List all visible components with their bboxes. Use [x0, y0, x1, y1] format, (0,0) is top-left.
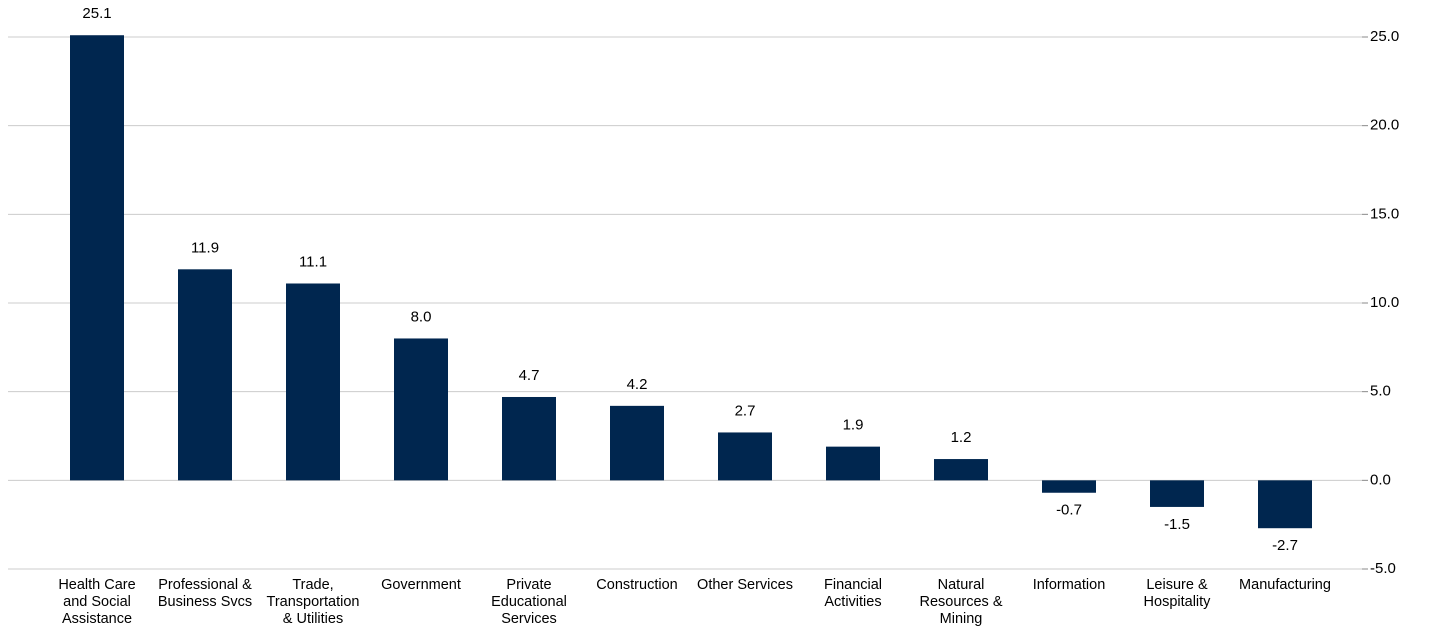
y-tick-label: 20.0 — [1370, 117, 1399, 134]
y-tick-label: 5.0 — [1370, 383, 1391, 400]
value-label: 4.2 — [627, 376, 648, 393]
value-label: 1.2 — [951, 429, 972, 446]
bar — [1150, 480, 1204, 507]
x-tick-label: Government — [381, 577, 461, 593]
y-tick-label: 15.0 — [1370, 205, 1399, 222]
value-label: -1.5 — [1164, 516, 1190, 533]
x-tick-label: Information — [1032, 577, 1106, 593]
value-label: -0.7 — [1056, 502, 1082, 519]
value-label: 11.1 — [299, 253, 327, 270]
bar — [286, 283, 340, 481]
x-tick-label: Professional & Business Svcs — [157, 577, 253, 610]
value-label: 2.7 — [735, 402, 756, 419]
x-tick-label: Leisure & Hospitality — [1143, 577, 1211, 610]
bar — [826, 446, 880, 481]
x-tick-label: Natural Resources & Mining — [919, 577, 1003, 627]
bar — [1042, 480, 1096, 493]
bar — [934, 459, 988, 481]
y-tick-label: -5.0 — [1370, 560, 1396, 577]
x-tick-label: Private Educational Services — [491, 577, 567, 627]
bar — [610, 405, 664, 481]
bar — [718, 432, 772, 481]
y-tick-label: 0.0 — [1370, 471, 1391, 488]
bar — [502, 396, 556, 481]
bar — [178, 269, 232, 481]
value-label: 8.0 — [411, 308, 432, 325]
value-label: 1.9 — [843, 417, 864, 434]
x-tick-label: Health Care and Social Assistance — [58, 577, 136, 627]
y-tick-label: 10.0 — [1370, 294, 1399, 311]
value-label: 11.9 — [191, 239, 219, 256]
x-tick-label: Manufacturing — [1239, 577, 1331, 593]
value-label: 25.1 — [82, 5, 111, 22]
x-tick-label: Construction — [596, 577, 678, 593]
bar — [70, 35, 124, 481]
bar — [1258, 480, 1312, 529]
value-label: 4.7 — [519, 367, 540, 384]
x-tick-label: Financial Activities — [823, 577, 883, 610]
y-tick-label: 25.0 — [1370, 28, 1399, 45]
bar — [394, 338, 448, 481]
x-tick-label: Trade, Transportation & Utilities — [266, 577, 360, 627]
value-label: -2.7 — [1272, 537, 1298, 554]
x-tick-label: Other Services — [697, 577, 793, 593]
